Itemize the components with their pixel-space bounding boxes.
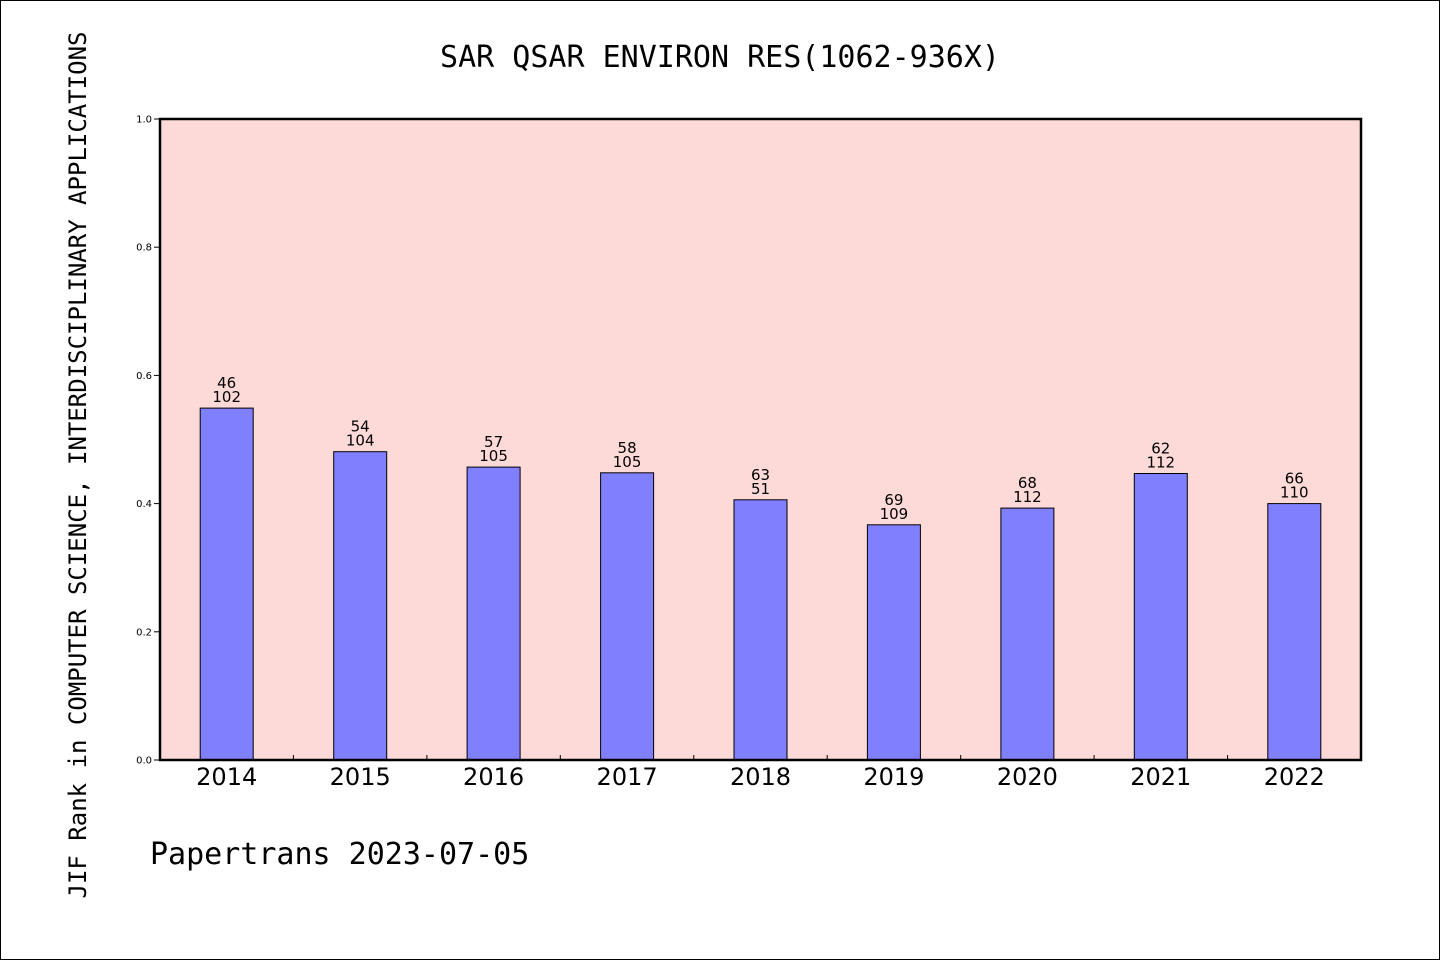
data-label-rank: 54 — [351, 418, 370, 436]
x-tick-label: 2016 — [463, 763, 524, 791]
data-label-rank: 68 — [1018, 474, 1037, 492]
x-tick-label: 2019 — [863, 763, 924, 791]
data-label-total: 105 — [479, 447, 508, 465]
y-axis-label: JIF Rank in COMPUTER SCIENCE, INTERDISCI… — [64, 32, 92, 899]
data-label-total: 110 — [1280, 484, 1309, 502]
x-tick-label: 2018 — [730, 763, 791, 791]
x-tick-label: 2021 — [1130, 763, 1191, 791]
bar-2022 — [1267, 503, 1322, 761]
y-tick-label: 0.2 — [136, 627, 152, 638]
data-label-rank: 62 — [1151, 440, 1170, 458]
data-label-total: 112 — [1146, 454, 1175, 472]
bar-2020 — [1000, 507, 1055, 761]
y-tick-label: 0.6 — [136, 371, 152, 382]
chart-title: SAR QSAR ENVIRON RES(1062-936X) — [440, 40, 1000, 75]
data-label-total: 51 — [751, 480, 770, 498]
y-tick-label: 0.4 — [136, 499, 152, 510]
bar-2018 — [733, 499, 788, 761]
data-label-total: 112 — [1013, 488, 1042, 506]
bar-2015 — [333, 451, 388, 761]
y-tick-label: 1.0 — [136, 115, 152, 126]
data-label-rank: 57 — [484, 433, 503, 451]
data-label-total: 109 — [880, 505, 909, 523]
data-label-rank: 66 — [1285, 470, 1304, 488]
data-label-total: 105 — [613, 453, 642, 471]
y-tick-label: 0.8 — [136, 243, 152, 254]
data-label-rank: 46 — [217, 374, 236, 392]
bar-2014 — [199, 407, 254, 761]
bar-2021 — [1133, 473, 1188, 761]
y-ticks-group: 0.0 0.2 0.4 0.6 0.8 1.0 — [136, 115, 160, 767]
x-ticks-group: 2014 2015 2016 2017 2018 2019 2020 2021 2022 — [196, 755, 1325, 791]
x-tick-label: 2017 — [597, 763, 658, 791]
data-label-rank: 63 — [751, 466, 770, 484]
x-tick-label: 2015 — [330, 763, 391, 791]
y-tick-label: 0.0 — [136, 756, 152, 767]
x-tick-label: 2020 — [997, 763, 1058, 791]
bar-2019 — [866, 524, 921, 761]
footer-date-text: Papertrans 2023-07-05 — [150, 837, 529, 872]
x-tick-label: 2014 — [196, 763, 257, 791]
plot-border — [158, 117, 1363, 762]
data-label-total: 102 — [212, 388, 241, 406]
bars-group — [199, 407, 1322, 761]
data-label-total: 104 — [346, 432, 375, 450]
x-tick-label: 2022 — [1264, 763, 1325, 791]
bar-2016 — [466, 466, 521, 761]
data-label-rank: 58 — [618, 439, 637, 457]
bar-2017 — [600, 472, 655, 761]
data-label-rank: 69 — [884, 491, 903, 509]
